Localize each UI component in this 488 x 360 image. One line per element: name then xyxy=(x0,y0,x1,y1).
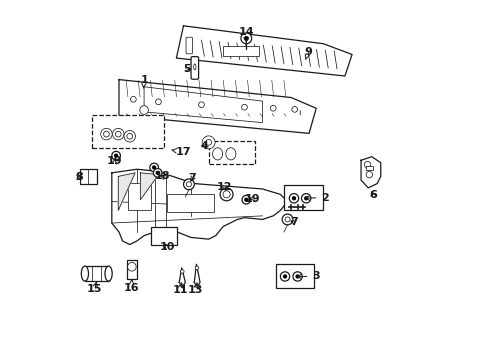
Polygon shape xyxy=(194,264,200,288)
Circle shape xyxy=(114,153,118,158)
Bar xyxy=(80,169,97,184)
Polygon shape xyxy=(119,80,316,134)
Text: 7: 7 xyxy=(289,217,297,227)
Bar xyxy=(126,260,137,279)
Circle shape xyxy=(291,107,297,112)
Circle shape xyxy=(244,198,248,202)
Circle shape xyxy=(198,102,204,108)
Circle shape xyxy=(364,161,370,168)
Bar xyxy=(276,264,313,288)
Circle shape xyxy=(202,136,215,149)
Circle shape xyxy=(195,284,198,288)
Circle shape xyxy=(155,171,160,175)
Text: 12: 12 xyxy=(217,182,232,192)
Bar xyxy=(92,116,163,148)
Bar xyxy=(366,166,372,170)
Text: 1: 1 xyxy=(140,75,148,88)
Ellipse shape xyxy=(105,266,112,281)
Circle shape xyxy=(103,131,109,137)
Text: 4: 4 xyxy=(200,141,208,151)
Circle shape xyxy=(101,129,112,140)
Circle shape xyxy=(152,165,156,170)
Circle shape xyxy=(126,134,132,139)
Circle shape xyxy=(220,188,233,201)
Polygon shape xyxy=(360,157,380,188)
Circle shape xyxy=(153,168,162,177)
Polygon shape xyxy=(118,173,135,211)
Circle shape xyxy=(244,36,248,41)
Text: 18: 18 xyxy=(155,171,170,181)
Circle shape xyxy=(289,194,298,203)
Bar xyxy=(128,183,151,211)
Text: 13: 13 xyxy=(188,283,203,296)
Circle shape xyxy=(183,179,194,190)
Text: 8: 8 xyxy=(75,172,82,183)
Circle shape xyxy=(205,139,211,145)
Circle shape xyxy=(155,99,161,105)
Circle shape xyxy=(304,196,308,201)
Circle shape xyxy=(140,106,148,114)
Circle shape xyxy=(115,131,121,137)
Circle shape xyxy=(149,163,158,172)
Polygon shape xyxy=(179,268,185,288)
Circle shape xyxy=(130,96,136,102)
Circle shape xyxy=(291,196,296,201)
Text: 5: 5 xyxy=(183,64,190,74)
Text: 6: 6 xyxy=(368,190,376,200)
Circle shape xyxy=(301,194,310,203)
Ellipse shape xyxy=(81,266,88,281)
Bar xyxy=(167,194,214,212)
Bar xyxy=(150,226,177,244)
Text: 3: 3 xyxy=(297,271,319,282)
Circle shape xyxy=(186,182,191,187)
Circle shape xyxy=(280,272,289,281)
Circle shape xyxy=(241,104,247,110)
Text: 9: 9 xyxy=(304,46,312,59)
FancyBboxPatch shape xyxy=(185,37,192,54)
Circle shape xyxy=(112,151,120,160)
Text: 11: 11 xyxy=(172,283,187,296)
Circle shape xyxy=(295,274,299,279)
Circle shape xyxy=(195,266,198,270)
Circle shape xyxy=(180,270,183,273)
Circle shape xyxy=(282,274,286,279)
Polygon shape xyxy=(112,169,287,244)
Polygon shape xyxy=(176,26,351,76)
Circle shape xyxy=(292,272,302,281)
Polygon shape xyxy=(140,173,158,200)
Bar xyxy=(284,185,322,211)
Text: 14: 14 xyxy=(238,27,254,43)
Ellipse shape xyxy=(225,148,235,160)
Text: 19: 19 xyxy=(244,194,260,204)
Circle shape xyxy=(127,262,136,271)
Bar xyxy=(208,140,255,164)
Circle shape xyxy=(282,214,292,225)
Circle shape xyxy=(241,33,251,44)
Text: 7: 7 xyxy=(188,173,196,183)
Circle shape xyxy=(242,195,250,204)
Bar xyxy=(223,45,258,56)
Text: 16: 16 xyxy=(123,279,139,293)
Ellipse shape xyxy=(212,148,222,160)
Text: 19: 19 xyxy=(107,156,122,166)
Text: 10: 10 xyxy=(160,242,175,252)
Circle shape xyxy=(285,217,289,222)
Circle shape xyxy=(270,105,276,111)
Circle shape xyxy=(223,191,230,198)
Text: 2: 2 xyxy=(305,193,328,203)
Circle shape xyxy=(366,171,372,178)
Text: 15: 15 xyxy=(87,282,102,294)
Text: 17: 17 xyxy=(172,147,191,157)
Bar xyxy=(85,266,108,281)
Circle shape xyxy=(124,131,135,142)
Circle shape xyxy=(112,129,124,140)
FancyBboxPatch shape xyxy=(191,57,198,79)
Ellipse shape xyxy=(193,64,196,70)
Circle shape xyxy=(180,284,183,288)
